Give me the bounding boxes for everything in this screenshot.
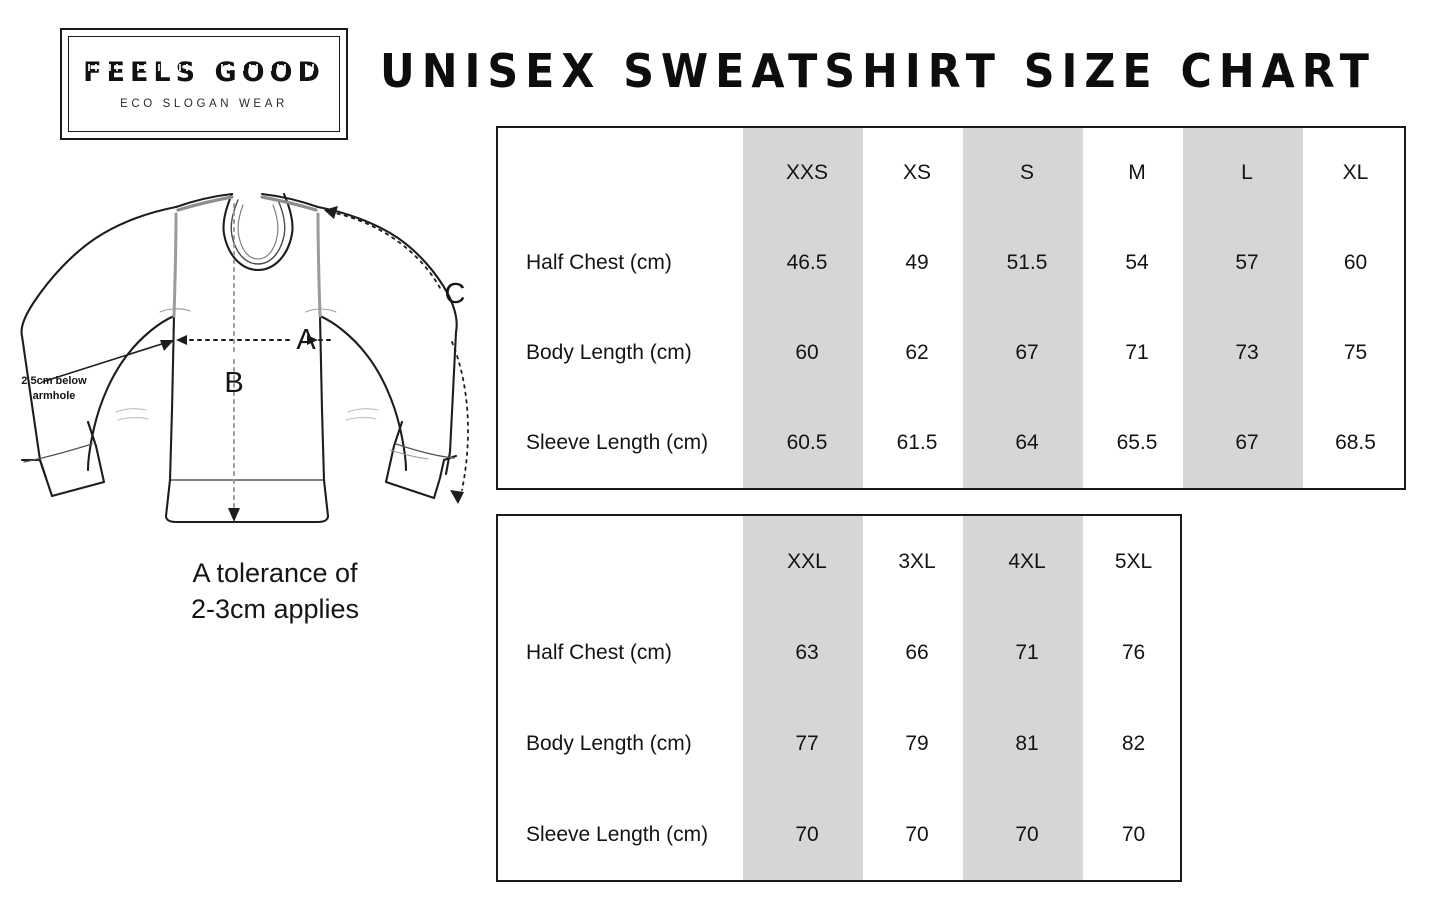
armhole-leader-line xyxy=(41,340,174,383)
row-label-half-chest-extended: Half Chest (cm) xyxy=(526,640,672,664)
measure-b-line xyxy=(228,203,240,522)
cell-sleeve-length-xxl: 70 xyxy=(795,822,819,846)
armhole-note: 2.5cm below armhole xyxy=(6,374,102,404)
row-label-body-length: Body Length (cm) xyxy=(526,341,692,365)
cell-body-length-4xl: 81 xyxy=(1015,731,1039,755)
column-header-5xl: 5XL xyxy=(1114,549,1153,573)
brand-tagline: ECO SLOGAN WEAR xyxy=(120,97,288,110)
cell-body-length-l: 73 xyxy=(1235,341,1259,365)
armhole-note-line2: armhole xyxy=(32,389,76,402)
cell-sleeve-length-5xl: 70 xyxy=(1121,822,1146,846)
row-label-sleeve-length-extended: Sleeve Length (cm) xyxy=(526,822,709,846)
cell-half-chest-4xl: 71 xyxy=(1015,640,1039,664)
row-label-body-length-extended: Body Length (cm) xyxy=(526,731,692,755)
size-table-primary: XXS XS S M L XL Half Chest (cm) 46.5 49 … xyxy=(496,126,1406,490)
cell-half-chest-xxs: 46.5 xyxy=(786,251,828,275)
tolerance-line-1: A tolerance of xyxy=(192,558,358,588)
measure-label-a: A xyxy=(296,324,316,356)
cell-body-length-xxs: 60 xyxy=(795,341,819,365)
column-header-xl: XL xyxy=(1342,161,1369,185)
cell-body-length-3xl: 79 xyxy=(905,731,929,755)
size-table-primary-grid: XXS XS S M L XL Half Chest (cm) 46.5 49 … xyxy=(498,128,1404,488)
column-header-4xl: 4XL xyxy=(1008,549,1046,573)
measure-a-line xyxy=(176,335,331,345)
size-table-extended: XXL 3XL 4XL 5XL Half Chest (cm) 63 66 71… xyxy=(496,514,1182,882)
tolerance-note: A tolerance of 2-3cm applies xyxy=(120,556,430,627)
column-header-l: L xyxy=(1241,161,1253,185)
brand-logo: FEELS GOOD ECO SLOGAN WEAR xyxy=(60,28,348,140)
cell-sleeve-length-s: 64 xyxy=(1015,431,1039,455)
cell-body-length-s: 67 xyxy=(1015,341,1039,365)
column-header-xs: XS xyxy=(902,161,931,185)
column-header-xxl: XXL xyxy=(787,549,827,573)
brand-logo-inner-frame: FEELS GOOD ECO SLOGAN WEAR xyxy=(68,36,340,132)
cell-half-chest-s: 51.5 xyxy=(1006,251,1048,275)
sweatshirt-illustration: A B C xyxy=(20,192,469,524)
cell-sleeve-length-m: 65.5 xyxy=(1116,431,1158,455)
cell-body-length-m: 71 xyxy=(1125,341,1149,365)
brand-name: FEELS GOOD xyxy=(81,56,327,88)
tolerance-line-2: 2-3cm applies xyxy=(190,593,360,624)
cell-half-chest-xxl: 63 xyxy=(795,640,819,664)
cell-half-chest-l: 57 xyxy=(1235,251,1259,275)
column-header-xxs: XXS xyxy=(785,161,829,185)
column-header-s: S xyxy=(1019,161,1034,185)
cell-body-length-xs: 62 xyxy=(905,341,929,365)
row-label-sleeve-length: Sleeve Length (cm) xyxy=(526,431,709,455)
row-label-half-chest: Half Chest (cm) xyxy=(526,251,672,275)
measure-label-b: B xyxy=(224,367,243,399)
page-title: UNISEX SWEATSHIRT SIZE CHART xyxy=(380,44,1376,98)
measure-label-c: C xyxy=(445,278,466,310)
cell-half-chest-xl: 60 xyxy=(1343,251,1368,275)
cell-sleeve-length-xs: 61.5 xyxy=(896,431,938,455)
cell-half-chest-5xl: 76 xyxy=(1121,640,1146,664)
cell-half-chest-3xl: 66 xyxy=(905,640,929,664)
cell-body-length-5xl: 82 xyxy=(1121,731,1146,755)
cell-body-length-xl: 75 xyxy=(1343,341,1368,365)
cell-sleeve-length-3xl: 70 xyxy=(905,822,929,846)
cell-sleeve-length-xl: 68.5 xyxy=(1335,431,1376,455)
cell-sleeve-length-4xl: 70 xyxy=(1015,822,1039,846)
cell-sleeve-length-l: 67 xyxy=(1235,431,1259,455)
column-header-3xl: 3XL xyxy=(898,549,936,573)
armhole-note-line1: 2.5cm below xyxy=(21,375,87,387)
cell-body-length-xxl: 77 xyxy=(795,731,819,755)
size-table-extended-grid: XXL 3XL 4XL 5XL Half Chest (cm) 63 66 71… xyxy=(498,516,1180,880)
measure-c-line xyxy=(324,206,469,504)
cell-half-chest-xs: 49 xyxy=(905,251,929,275)
sweatshirt-diagram: A B C xyxy=(0,160,490,560)
column-header-m: M xyxy=(1128,161,1146,185)
cell-sleeve-length-xxs: 60.5 xyxy=(786,431,828,455)
cell-half-chest-m: 54 xyxy=(1125,251,1149,275)
